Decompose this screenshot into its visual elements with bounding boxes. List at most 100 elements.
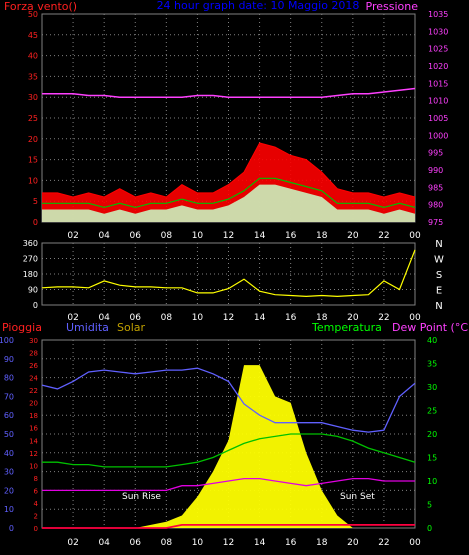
pressure-axis-tick: 980	[428, 201, 443, 210]
rain-axis-tick: 18	[29, 412, 38, 420]
pressure-axis-tick: 1030	[428, 27, 448, 36]
temperature-axis-tick: 30	[427, 383, 437, 392]
rain-axis-tick: 24	[29, 375, 38, 383]
solar-label: Solar	[117, 321, 146, 334]
rain-axis-tick: 2	[34, 512, 38, 520]
dewpoint-label: Dew Point (°C)	[392, 321, 469, 334]
humidity-label: Umidita	[66, 321, 109, 334]
rain-panel-hour-label: 08	[161, 538, 173, 548]
pressure-axis-tick: 990	[428, 166, 443, 175]
direction-panel-hour-label: 10	[192, 313, 204, 323]
direction-axis-tick: 270	[23, 255, 38, 264]
rain-panel-hour-label: 12	[223, 538, 234, 548]
dewpoint-line	[42, 477, 415, 492]
wind-axis-tick: 20	[28, 135, 38, 144]
rain-panel-hour-label: 00	[409, 538, 421, 548]
compass-label: S	[436, 270, 442, 281]
humidity-line	[41, 367, 416, 433]
direction-axis-tick: 360	[23, 239, 38, 248]
pressure-axis-tick: 1000	[428, 131, 448, 140]
rain-axis-tick: 20	[29, 400, 38, 408]
rain-axis-tick: 6	[34, 487, 39, 495]
temperature-axis-tick: 25	[427, 407, 437, 416]
direction-axis-tick: 0	[33, 301, 38, 310]
wind-axis-tick: 10	[28, 176, 38, 185]
humidity-axis-tick: 70	[4, 392, 14, 401]
wind-panel-hour-label: 04	[98, 231, 110, 241]
rain-label: Pioggia	[2, 321, 42, 334]
direction-panel-hour-label: 14	[254, 313, 266, 323]
temperature-axis-tick: 10	[427, 477, 437, 486]
wind-axis-tick: 35	[28, 72, 38, 81]
wind-panel-hour-label: 02	[67, 231, 78, 241]
rain-panel-hour-label: 04	[98, 538, 110, 548]
wind-axis-tick: 5	[33, 197, 38, 206]
rain-axis-tick: 14	[29, 437, 38, 445]
humidity-axis-tick: 60	[4, 411, 14, 420]
rain-panel-hour-label: 02	[67, 538, 78, 548]
direction-panel-hour-label: 00	[409, 313, 421, 323]
rain-line	[42, 524, 415, 529]
wind-panel-hour-label: 20	[347, 231, 359, 241]
wind-axis-tick: 40	[28, 52, 38, 61]
pressure-axis-tick: 1020	[428, 62, 448, 71]
direction-panel-hour-label: 16	[285, 313, 297, 323]
sunrise-label: Sun Rise	[122, 492, 161, 502]
wind-average-area	[42, 184, 415, 222]
direction-panel-hour-label: 04	[98, 313, 110, 323]
direction-axis-tick: 180	[23, 270, 38, 279]
direction-panel-hour-label: 22	[378, 313, 389, 323]
pressure-axis-tick: 1010	[428, 97, 448, 106]
rain-panel-hour-label: 18	[316, 538, 328, 548]
wind-axis-tick: 25	[28, 114, 38, 123]
temperature-label: Temperatura	[311, 321, 382, 334]
pressure-label: Pressione	[366, 0, 419, 13]
wind-label: Forza vento()	[4, 0, 77, 13]
rain-humidity-temperature-panel: 0102030405060708090100024681012141618202…	[0, 336, 437, 548]
wind-axis-tick: 50	[28, 10, 38, 19]
rain-panel-hour-label: 16	[285, 538, 297, 548]
rain-axis-tick: 22	[29, 387, 38, 395]
humidity-axis-tick: 30	[4, 468, 14, 477]
wind-direction-line	[41, 249, 416, 298]
direction-axis-tick: 90	[28, 286, 38, 295]
wind-gust-line	[42, 142, 416, 198]
humidity-axis-tick: 50	[4, 430, 14, 439]
wind-panel-hour-label: 08	[161, 231, 173, 241]
wind-panel-hour-label: 06	[130, 231, 142, 241]
compass-label: E	[436, 286, 442, 297]
direction-panel-hour-label: 20	[347, 313, 359, 323]
wind-panel-hour-label: 18	[316, 231, 328, 241]
rain-axis-tick: 28	[29, 350, 38, 358]
wind-axis-tick: 30	[28, 93, 38, 102]
direction-panel-hour-label: 18	[316, 313, 328, 323]
wind-axis-tick: 0	[33, 218, 38, 227]
pressure-line	[42, 87, 416, 98]
humidity-axis-tick: 0	[9, 524, 14, 533]
wind-trend-line	[42, 177, 416, 209]
wind-panel-hour-label: 14	[254, 231, 266, 241]
wind-panel-hour-label: 22	[378, 231, 389, 241]
rain-panel-hour-label: 06	[130, 538, 142, 548]
humidity-axis-tick: 10	[4, 505, 14, 514]
rain-axis-tick: 0	[34, 525, 38, 533]
wind-axis-tick: 45	[28, 31, 38, 40]
solar-area	[42, 365, 415, 528]
humidity-axis-tick: 40	[4, 449, 14, 458]
rain-panel-hour-label: 20	[347, 538, 359, 548]
pressure-axis-tick: 975	[428, 218, 443, 227]
pressure-axis-tick: 985	[428, 183, 443, 192]
wind-panel-hour-label: 16	[285, 231, 297, 241]
pressure-axis-tick: 1035	[428, 10, 448, 19]
humidity-axis-tick: 90	[4, 355, 14, 364]
rain-axis-tick: 26	[29, 362, 38, 370]
direction-panel-hour-label: 12	[223, 313, 234, 323]
rain-axis-tick: 12	[29, 450, 38, 458]
direction-panel-hour-label: 08	[161, 313, 173, 323]
rain-axis-tick: 4	[34, 500, 39, 508]
chart-title: 24 hour graph date: 10 Maggio 2018	[157, 0, 360, 12]
humidity-axis-tick: 80	[4, 374, 14, 383]
direction-panel-hour-label: 02	[67, 313, 78, 323]
wind-pressure-panel: 0510152025303540455097598098599099510001…	[28, 10, 449, 241]
